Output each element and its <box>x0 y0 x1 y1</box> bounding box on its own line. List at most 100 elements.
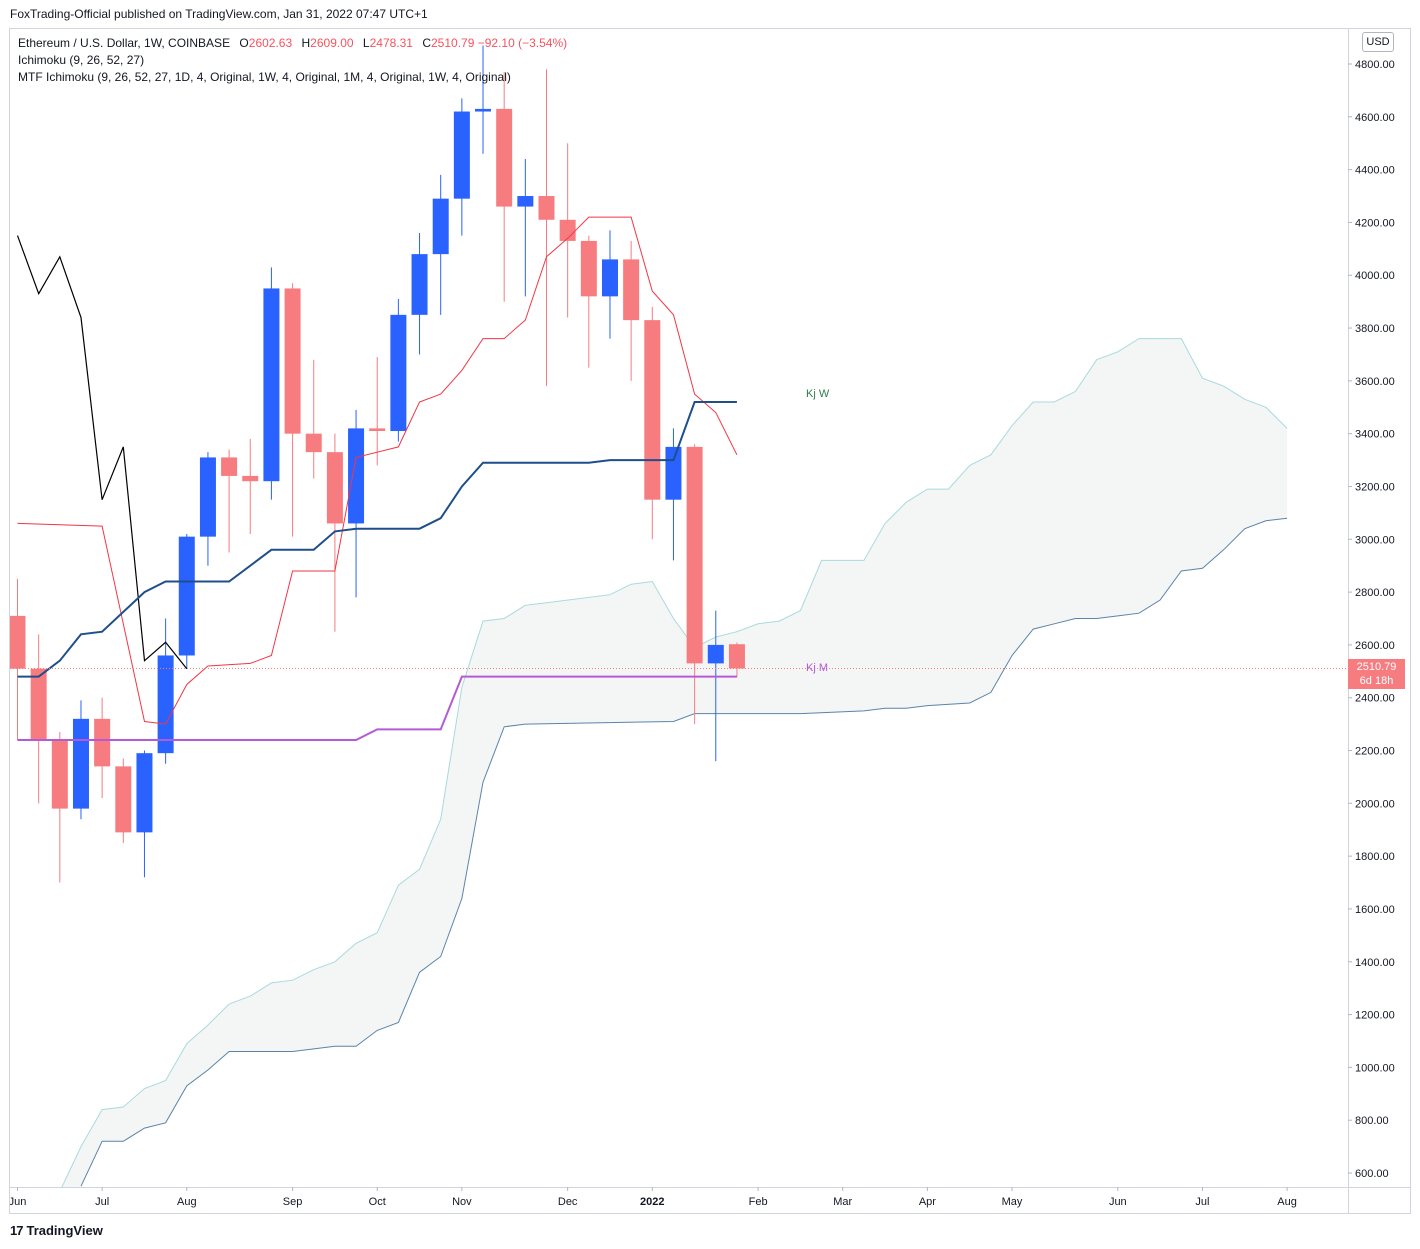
y-tick-label: 2400.00 <box>1355 693 1395 705</box>
candle-body <box>390 314 407 432</box>
tradingview-mark-icon: 17 <box>10 1223 24 1238</box>
kj-w-label: Kj W <box>806 388 830 400</box>
last-price-value: 2510.79 <box>1356 661 1397 673</box>
y-tick-label: 1000.00 <box>1355 1062 1395 1074</box>
candle-body <box>432 198 449 255</box>
y-tick-label: 2600.00 <box>1355 640 1395 652</box>
y-tick-label: 4000.00 <box>1355 270 1395 282</box>
candle-body <box>496 108 513 207</box>
chart-canvas[interactable]: 600.00 800.00 1000.00 1200.00 1400.00 1600.00… <box>10 29 1410 1213</box>
x-tick-label: Aug <box>177 1196 197 1208</box>
tenkan-line <box>17 216 738 725</box>
x-tick-label: Sep <box>283 1196 303 1208</box>
tradingview-logo[interactable]: 17 TradingView <box>10 1223 103 1238</box>
y-tick-label: 3000.00 <box>1355 534 1395 546</box>
x-tick-label: Jun <box>1109 1196 1127 1208</box>
kijun-weekly-line <box>17 401 737 678</box>
legend-high-label: H <box>301 36 311 50</box>
y-tick-label: 4800.00 <box>1355 59 1395 71</box>
candle-body <box>136 753 153 833</box>
last-price-tag: 2510.79 6d 18h <box>1348 659 1405 689</box>
plot-area <box>10 45 1348 1187</box>
y-tick-label: 600.00 <box>1355 1168 1389 1180</box>
y-tick-label: 1400.00 <box>1355 957 1395 969</box>
legend-ichimoku[interactable]: Ichimoku (9, 26, 52, 27) <box>18 53 145 67</box>
x-tick-label: Jul <box>1195 1196 1209 1208</box>
candle-body <box>517 196 534 207</box>
legend-symbol-row[interactable]: Ethereum / U.S. Dollar, 1W, COINBASE O26… <box>18 35 567 52</box>
candle-body <box>30 668 47 740</box>
legend-close-label: C <box>422 36 431 50</box>
candle-body <box>115 766 132 833</box>
candle-body <box>51 739 68 809</box>
legend-change: −92.10 (−3.54%) <box>477 36 568 50</box>
candle-body <box>411 254 428 315</box>
x-tick-label: May <box>1002 1196 1023 1208</box>
candle-body <box>199 457 216 537</box>
currency-badge[interactable]: USD <box>1362 32 1394 52</box>
y-tick-label: 2000.00 <box>1355 798 1395 810</box>
x-tick-label: Mar <box>833 1196 852 1208</box>
legend-close-value: 2510.79 <box>431 36 475 50</box>
candle-body <box>475 108 492 112</box>
candle-body <box>157 655 174 754</box>
legend-open-label: O <box>239 36 249 50</box>
countdown-value: 6d 18h <box>1359 675 1394 687</box>
x-tick-label: Feb <box>749 1196 768 1208</box>
y-tick-label: 3800.00 <box>1355 323 1395 335</box>
candle-body <box>348 428 365 524</box>
candle-body <box>10 615 26 669</box>
x-tick-label: Nov <box>452 1196 472 1208</box>
candle-body <box>178 536 195 656</box>
x-tick-label: Oct <box>369 1196 386 1208</box>
candle-body <box>72 718 89 809</box>
candle-body <box>369 428 386 432</box>
candle-body <box>284 288 301 434</box>
legend-mtf-ichimoku[interactable]: MTF Ichimoku (9, 26, 52, 27, 1D, 4, Orig… <box>18 70 511 84</box>
chart-frame[interactable]: 600.00 800.00 1000.00 1200.00 1400.00 1600.00… <box>9 28 1411 1214</box>
y-tick-label: 3400.00 <box>1355 429 1395 441</box>
legend-high-value: 2609.00 <box>310 36 354 50</box>
candle-body <box>559 219 576 241</box>
candle-body <box>644 320 661 500</box>
candle-body <box>538 196 555 220</box>
lagging-span-line <box>16 235 188 670</box>
candle-body <box>221 457 238 476</box>
x-tick-label: Aug <box>1277 1196 1297 1208</box>
candle-body <box>263 288 280 482</box>
x-tick-label: Jul <box>95 1196 109 1208</box>
y-tick-label: 1800.00 <box>1355 851 1395 863</box>
y-tick-label: 800.00 <box>1355 1115 1389 1127</box>
x-tick-label: Apr <box>919 1196 936 1208</box>
y-tick-label: 2800.00 <box>1355 587 1395 599</box>
y-tick-label: 1200.00 <box>1355 1010 1395 1022</box>
chart-legend: Ethereum / U.S. Dollar, 1W, COINBASE O26… <box>18 35 567 86</box>
y-tick-label: 3600.00 <box>1355 376 1395 388</box>
candle-body <box>665 446 682 500</box>
candle-body <box>94 718 111 767</box>
legend-open-value: 2602.63 <box>248 36 293 50</box>
candle-body <box>580 240 597 297</box>
publish-line: FoxTrading-Official published on Trading… <box>10 7 428 21</box>
y-tick-label: 4400.00 <box>1355 165 1395 177</box>
candle-body <box>326 452 343 524</box>
candle-body <box>305 433 322 453</box>
candle-body <box>242 475 259 482</box>
kj-m-label: Kj M <box>806 662 828 674</box>
tradingview-brand: TradingView <box>26 1223 103 1238</box>
x-tick-label: Jun <box>10 1196 26 1208</box>
y-tick-label: 1600.00 <box>1355 904 1395 916</box>
legend-low-value: 2478.31 <box>369 36 413 50</box>
y-tick-label: 2200.00 <box>1355 746 1395 758</box>
legend-low-label: L <box>362 36 370 50</box>
x-tick-label: Dec <box>558 1196 578 1208</box>
candle-body <box>728 644 745 669</box>
y-tick-label: 4600.00 <box>1355 112 1395 124</box>
x-tick-label: 2022 <box>640 1196 664 1208</box>
candle-body <box>453 111 470 199</box>
candle-body <box>707 644 724 664</box>
candle-body <box>601 259 618 297</box>
y-tick-label: 3200.00 <box>1355 481 1395 493</box>
legend-symbol[interactable]: Ethereum / U.S. Dollar, 1W, COINBASE <box>18 36 231 50</box>
cloud-lower-line <box>80 517 1288 1187</box>
